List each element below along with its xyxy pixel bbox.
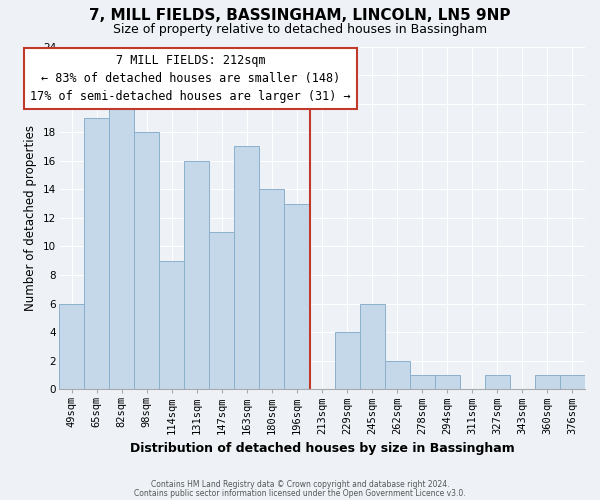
Text: 7, MILL FIELDS, BASSINGHAM, LINCOLN, LN5 9NP: 7, MILL FIELDS, BASSINGHAM, LINCOLN, LN5… — [89, 8, 511, 22]
Bar — [385, 360, 410, 389]
Bar — [284, 204, 310, 389]
Bar — [235, 146, 259, 389]
Text: Contains HM Land Registry data © Crown copyright and database right 2024.: Contains HM Land Registry data © Crown c… — [151, 480, 449, 489]
Bar — [159, 260, 184, 389]
Bar — [560, 375, 585, 389]
Bar — [209, 232, 235, 389]
Bar — [485, 375, 510, 389]
Text: Contains public sector information licensed under the Open Government Licence v3: Contains public sector information licen… — [134, 488, 466, 498]
Text: 7 MILL FIELDS: 212sqm
← 83% of detached houses are smaller (148)
17% of semi-det: 7 MILL FIELDS: 212sqm ← 83% of detached … — [30, 54, 351, 102]
Bar — [435, 375, 460, 389]
Bar — [59, 304, 84, 389]
Bar — [134, 132, 159, 389]
Bar — [335, 332, 359, 389]
Bar — [109, 104, 134, 389]
Bar — [259, 190, 284, 389]
X-axis label: Distribution of detached houses by size in Bassingham: Distribution of detached houses by size … — [130, 442, 514, 455]
Bar — [535, 375, 560, 389]
Bar — [184, 160, 209, 389]
Bar — [84, 118, 109, 389]
Y-axis label: Number of detached properties: Number of detached properties — [25, 125, 37, 311]
Bar — [410, 375, 435, 389]
Text: Size of property relative to detached houses in Bassingham: Size of property relative to detached ho… — [113, 22, 487, 36]
Bar — [359, 304, 385, 389]
